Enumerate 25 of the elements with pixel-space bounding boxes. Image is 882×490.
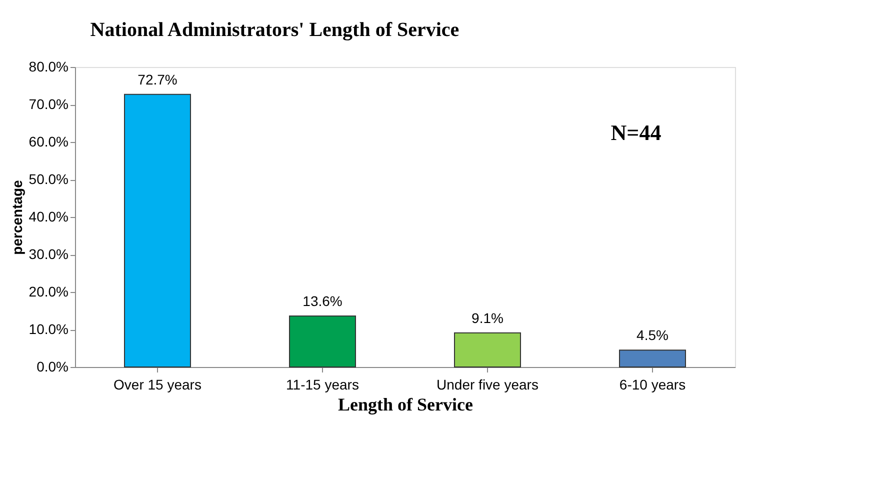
- data-label: 13.6%: [302, 293, 342, 309]
- bar: [124, 94, 191, 368]
- y-tick-label: 70.0%: [28, 96, 68, 112]
- y-tick-label: 50.0%: [28, 171, 68, 187]
- data-label: 9.1%: [472, 310, 504, 326]
- x-tick-label: 6-10 years: [619, 376, 686, 392]
- y-tick-label: 40.0%: [28, 208, 68, 224]
- bar: [289, 316, 356, 368]
- annotation: N=44: [610, 120, 662, 145]
- y-tick-label: 20.0%: [28, 284, 68, 300]
- y-tick-label: 60.0%: [28, 134, 68, 150]
- bar: [619, 350, 686, 368]
- data-label: 72.7%: [138, 71, 178, 88]
- y-tick-label: 80.0%: [28, 58, 68, 74]
- y-tick-label: 30.0%: [28, 246, 68, 262]
- x-tick-label: 11-15 years: [286, 376, 359, 392]
- y-tick-label: 0.0%: [36, 358, 68, 374]
- x-axis-title: Length of Service: [338, 394, 473, 414]
- y-axis-title: percentage: [8, 180, 25, 255]
- data-label: 4.5%: [636, 327, 668, 344]
- x-tick-label: Under five years: [436, 376, 538, 392]
- y-tick-label: 10.0%: [28, 321, 68, 337]
- chart-title: National Administrators' Length of Service: [90, 19, 460, 41]
- x-tick-label: Over 15 years: [114, 376, 202, 392]
- bar: [454, 332, 521, 368]
